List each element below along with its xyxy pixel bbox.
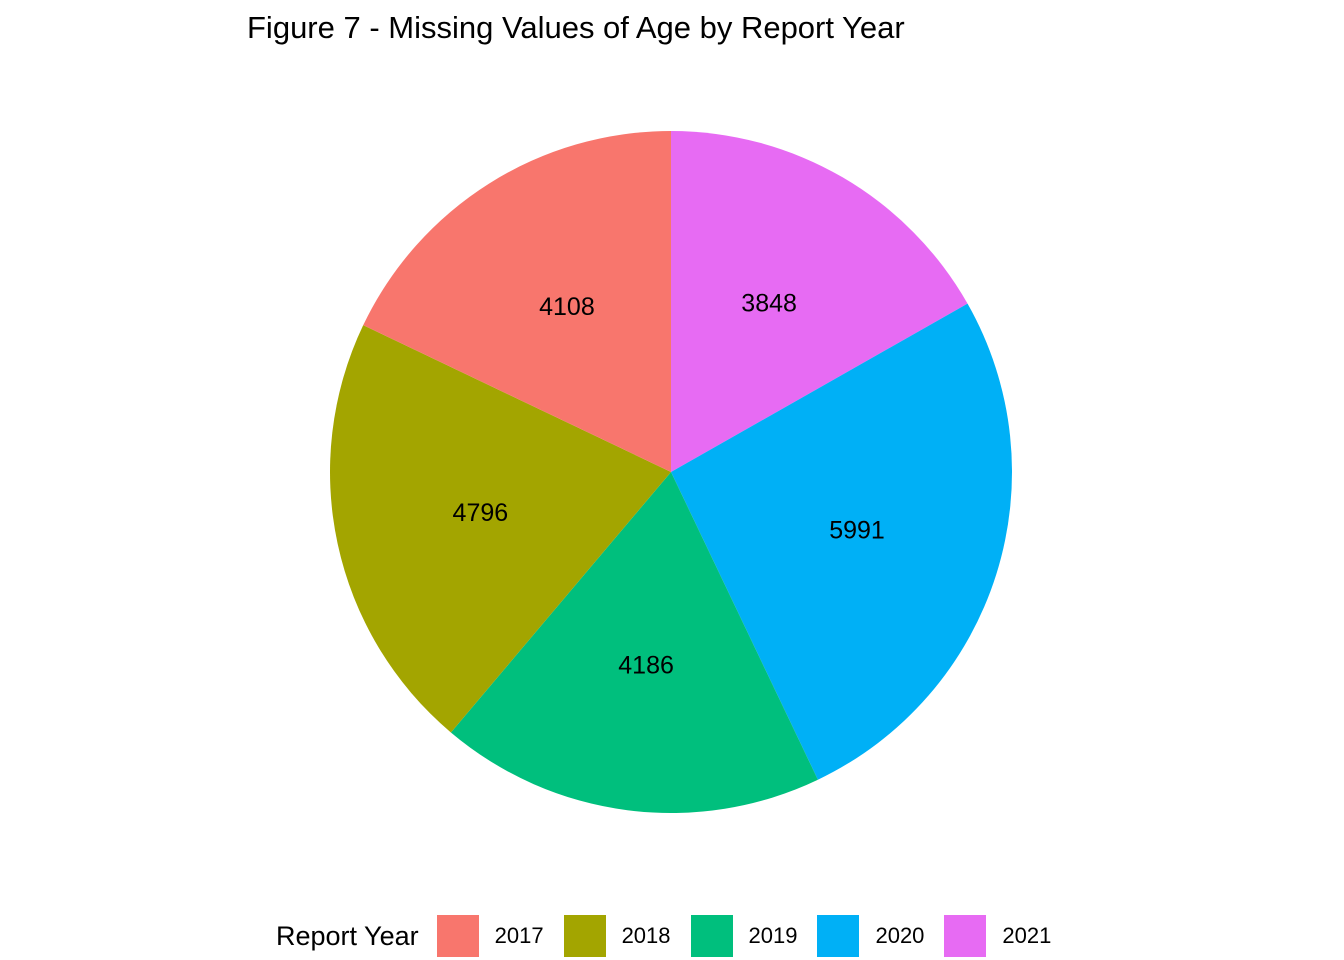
legend-item-2020: 2020	[817, 915, 924, 957]
legend-label-2018: 2018	[621, 923, 671, 948]
legend-key-2021	[944, 915, 987, 957]
chart-title: Figure 7 - Missing Values of Age by Repo…	[247, 10, 905, 45]
legend-item-2018: 2018	[563, 915, 671, 957]
pie-slice-2019	[450, 472, 818, 813]
legend: Report Year 2017 2018 2019 2020 2021	[276, 914, 1071, 958]
legend-label-2021: 2021	[1002, 923, 1052, 948]
slice-value-label-2021: 3848	[741, 289, 797, 317]
pie-slice-2018	[329, 325, 671, 733]
legend-item-2019: 2019	[690, 915, 798, 957]
legend-item-2017: 2017	[436, 915, 544, 957]
legend-key-2019	[690, 915, 733, 957]
legend-title: Report Year	[276, 920, 419, 951]
pie-slice-2021	[671, 131, 968, 472]
slice-value-label-2018: 4796	[453, 499, 509, 527]
legend-items: 2017 2018 2019 2020 2021	[436, 915, 1072, 957]
pie-slice-2017	[363, 131, 671, 472]
legend-label-2020: 2020	[875, 923, 925, 948]
pie-slice-2020	[671, 303, 1012, 780]
legend-key-2017	[436, 915, 479, 957]
slice-value-label-2017: 4108	[539, 293, 595, 321]
slice-value-label-2020: 5991	[829, 516, 885, 544]
legend-key-2018	[563, 915, 606, 957]
legend-label-2019: 2019	[748, 923, 798, 948]
legend-item-2021: 2021	[944, 915, 1051, 957]
slice-value-label-2019: 4186	[618, 651, 674, 679]
legend-label-2017: 2017	[494, 923, 544, 948]
legend-key-2020	[817, 915, 860, 957]
